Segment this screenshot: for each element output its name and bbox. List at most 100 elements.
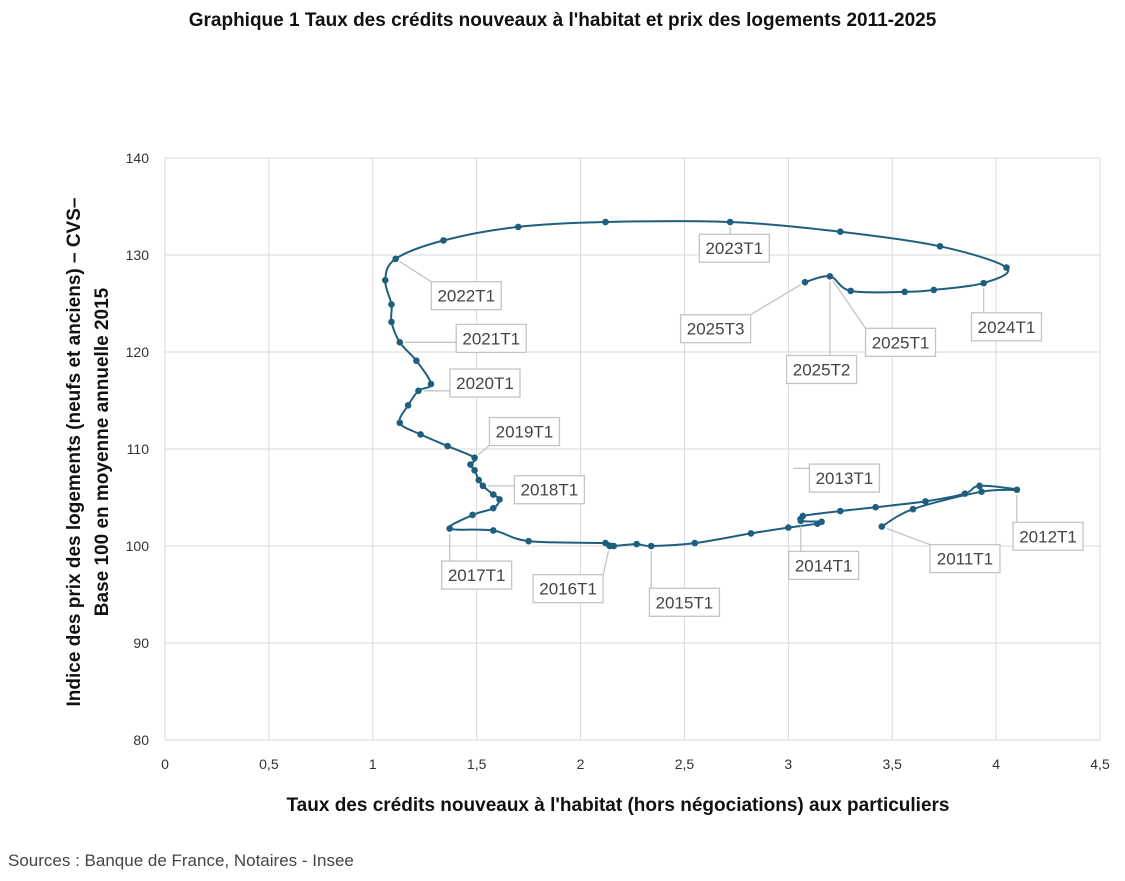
data-point [471,454,478,462]
data-point [602,539,609,547]
data-point [404,402,412,409]
annotation-label: 2012T1 [1019,527,1077,546]
annotation-box [788,550,860,581]
annotation-label: 2023T1 [705,239,763,258]
annotation-label: 2021T1 [462,329,520,348]
data-point [980,279,987,287]
series-markers [381,218,1021,550]
annotation-label: 2022T1 [437,287,495,306]
x-tick-label: 1 [369,756,377,772]
data-point [417,431,424,438]
y-tick-label: 90 [133,635,149,651]
x-tick-label: 3 [784,756,792,772]
data-point [446,525,453,532]
annotation-label: 2013T1 [816,469,874,488]
data-point [872,503,879,511]
data-point [847,287,854,295]
y-axis-title-line-2: Base 100 en moyenne annuelle 2015 [92,287,113,616]
data-point [647,542,655,550]
y-tick-label: 140 [126,150,150,166]
data-point [797,517,805,525]
data-point [514,223,522,231]
annotation-box [929,543,1001,574]
annotation-leader [478,445,490,456]
annotation-box [441,560,513,590]
annotation-label: 2018T1 [521,481,579,500]
data-point [444,442,451,450]
annotation-box [455,323,527,354]
data-point [427,380,435,388]
data-point [976,482,983,490]
annotation-label: 2025T2 [793,360,851,379]
annotation-label: 2011T1 [937,550,993,569]
data-point [413,357,420,365]
data-point [392,255,399,263]
x-tick-label: 2 [577,756,585,772]
annotation-label: 2016T1 [539,580,597,599]
data-point [922,498,929,505]
data-point [381,276,389,284]
x-tick-label: 3,5 [882,756,902,772]
data-point [602,218,609,226]
y-tick-label: 100 [126,538,150,554]
data-point [1013,486,1021,494]
annotation-box [532,574,604,604]
data-point [415,387,422,395]
data-point [691,539,699,547]
annotation-box [513,475,586,505]
annotation-leader [886,527,931,546]
data-point [479,482,487,490]
data-point [785,524,792,531]
annotation-leader [832,280,867,329]
x-axis-title: Taux des crédits nouveaux à l'habitat (h… [286,795,949,816]
data-point [489,504,497,512]
data-point [388,301,395,308]
data-point [440,237,447,244]
y-tick-label: 130 [126,247,150,263]
data-point [930,286,938,294]
data-point [878,523,886,530]
data-point [489,527,497,534]
data-point [471,467,478,474]
annotation-box [430,281,502,311]
x-tick-labels: 0 0,5 1 1,5 2 2,5 3 3,5 4 4,5 [161,756,1110,772]
annotation-label: 2025T3 [687,320,745,339]
y-tick-label: 120 [126,344,150,360]
x-tick-label: 2,5 [675,756,695,772]
annotation-leader [602,550,610,575]
x-tick-label: 0 [161,756,169,772]
scatter-line-chart: 0 0,5 1 1,5 2 2,5 3 3,5 4 4,5 80 90 100 110 120 130 140… [64,150,1110,816]
annotation-box [1012,521,1084,551]
data-point [836,507,844,515]
data-point [909,505,917,513]
data-point [489,491,497,498]
data-point [978,488,985,495]
annotation-label: 2019T1 [496,423,554,442]
annotation-box [970,312,1043,342]
annotation-box [679,314,752,344]
data-point [469,511,476,519]
annotation-box [785,354,858,385]
data-point [633,540,640,548]
source-note: Sources : Banque de France, Notaires - I… [8,851,354,870]
y-axis-title-line-1: Indice des prix des logements (neufs et … [64,198,85,707]
annotation-label: 2020T1 [456,374,514,393]
y-tick-labels: 80 90 100 110 120 130 140 [126,150,150,748]
data-point [525,537,532,545]
y-tick-label: 110 [127,441,150,457]
data-point [801,278,809,286]
annotation-box [648,587,721,617]
data-point [901,288,908,296]
annotation-label: 2017T1 [448,566,506,585]
data-point [396,339,404,346]
annotation-leader [399,261,432,283]
annotation-label: 2025T1 [872,333,930,352]
annotation-leader [750,284,802,316]
data-point [726,218,734,226]
y-tick-label: 80 [133,732,149,748]
annotation-box [864,327,937,357]
annotation-box [808,463,881,493]
x-tick-label: 0,5 [259,756,279,772]
annotation-box [449,368,521,398]
annotation-label: 2015T1 [656,593,714,612]
